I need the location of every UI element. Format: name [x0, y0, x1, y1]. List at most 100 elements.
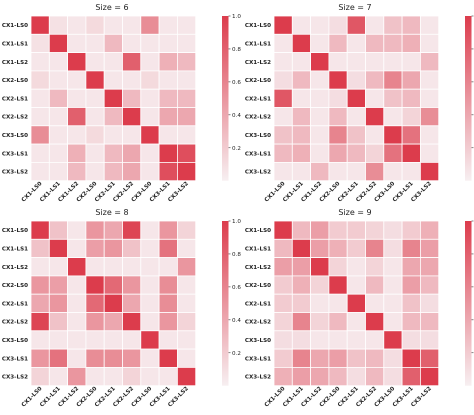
y-tick-label: CX2-LS0	[245, 78, 271, 84]
heatmap-cell	[310, 238, 330, 258]
heatmap-cell	[122, 52, 142, 72]
heatmap-cell	[401, 143, 421, 163]
heatmap-cell	[310, 161, 330, 182]
heatmap-cell	[176, 257, 197, 277]
heatmap-cell	[346, 125, 366, 145]
y-tick-label: CX2-LS1	[245, 301, 271, 307]
heatmap-cell	[48, 348, 68, 368]
heatmap-cell	[419, 161, 440, 182]
heatmap-cell	[328, 238, 348, 258]
heatmap-cell	[383, 312, 403, 332]
heatmap-cell	[365, 125, 385, 145]
heatmap-cell	[346, 312, 366, 332]
panel-size-6: Size = 6 CX1-LS0 CX1-LS1 CX1-LS2 CX2-LS0 CX2…	[2, 3, 241, 204]
y-tick-label: CX2-LS2	[245, 115, 271, 121]
panel-size-8: Size = 8 CX1-LS0 CX1-LS1 CX1-LS2 CX2-LS0 CX2…	[2, 208, 241, 409]
y-tick-labels: CX1-LS0 CX1-LS1 CX1-LS2 CX2-LS0 CX2-LS1 CX2-L…	[245, 228, 271, 380]
colorbar-tick-label: 0.4	[232, 113, 241, 119]
panel-title: Size = 7	[338, 3, 371, 12]
heatmap-cell	[85, 238, 105, 258]
heatmap-cell	[273, 33, 293, 53]
heatmap-cell	[48, 88, 68, 108]
heatmap-cell	[365, 275, 385, 295]
heatmap-cell	[85, 161, 105, 182]
heatmap-cell	[85, 330, 105, 350]
y-tick-label: CX3-LS0	[2, 133, 28, 139]
heatmap-cell	[140, 366, 160, 387]
heatmap-cell	[401, 257, 421, 277]
heatmap-cell	[85, 293, 105, 313]
heatmap-cell	[419, 88, 440, 108]
heatmap-cell	[30, 257, 50, 277]
heatmap-cell	[310, 33, 330, 53]
heatmap-cell	[383, 52, 403, 72]
y-tick-label: CX1-LS1	[245, 246, 271, 252]
heatmap-cell	[419, 293, 440, 313]
heatmap-cell	[140, 143, 160, 163]
y-tick-label: CX2-LS2	[2, 320, 28, 326]
heatmap-cell	[67, 257, 87, 277]
colorbar: 0.20.40.60.81.0	[465, 15, 474, 181]
heatmap-cell	[48, 330, 68, 350]
heatmap-cell	[140, 330, 160, 350]
heatmap-cell	[401, 15, 421, 35]
heatmap-cell	[310, 52, 330, 72]
heatmap-cell	[273, 330, 293, 350]
heatmap-cell	[140, 348, 160, 368]
heatmap-cell	[122, 15, 142, 35]
heatmap-cell	[85, 348, 105, 368]
y-tick-label: CX2-LS0	[2, 78, 28, 84]
heatmap-cell	[85, 52, 105, 72]
heatmap-cell	[140, 52, 160, 72]
heatmap-cell	[122, 125, 142, 145]
heatmap-cell	[273, 161, 293, 182]
heatmap-cell	[85, 143, 105, 163]
heatmap-cell	[401, 52, 421, 72]
heatmap-cell	[30, 143, 50, 163]
heatmap-cell	[122, 220, 142, 240]
heatmap-cell	[48, 52, 68, 72]
heatmap-cell	[383, 33, 403, 53]
colorbar: 0.20.40.60.81.0	[465, 220, 474, 386]
colorbar-tick-label: 1.0	[232, 219, 241, 225]
heatmap-cell	[383, 15, 403, 35]
y-tick-label: CX3-LS1	[2, 356, 28, 362]
heatmap-cell	[383, 125, 403, 145]
heatmap-cell	[346, 161, 366, 182]
heatmap-cell	[328, 330, 348, 350]
heatmap-cell	[365, 312, 385, 332]
colorbar-gradient	[465, 221, 472, 386]
heatmap-cell	[291, 220, 311, 240]
heatmap-cell	[103, 15, 123, 35]
heatmap-cell	[176, 238, 197, 258]
y-tick-label: CX3-LS0	[245, 338, 271, 344]
heatmap-cell	[328, 293, 348, 313]
heatmap-cell	[401, 348, 421, 368]
heatmap-cell	[310, 348, 330, 368]
heatmap-cell	[419, 330, 440, 350]
heatmap-cell	[176, 143, 197, 163]
heatmap-cell	[346, 33, 366, 53]
heatmap-cell	[291, 107, 311, 127]
heatmap-cell	[158, 161, 178, 182]
heatmap-cells	[30, 220, 197, 387]
heatmap-cell	[273, 238, 293, 258]
heatmap-cell	[291, 52, 311, 72]
heatmap-cell	[419, 70, 440, 90]
y-tick-label: CX3-LS0	[245, 133, 271, 139]
heatmap-cell	[273, 52, 293, 72]
heatmap-cell	[85, 70, 105, 90]
heatmap-cell	[85, 257, 105, 277]
heatmap-cell	[30, 125, 50, 145]
heatmap-cell	[273, 70, 293, 90]
heatmap-cell	[103, 257, 123, 277]
heatmap-cell	[310, 366, 330, 387]
heatmap-cell	[310, 275, 330, 295]
heatmap-cell	[291, 33, 311, 53]
y-tick-label: CX1-LS0	[2, 23, 28, 29]
heatmap-cell	[48, 220, 68, 240]
heatmap-cell	[310, 15, 330, 35]
y-tick-labels: CX1-LS0 CX1-LS1 CX1-LS2 CX2-LS0 CX2-LS1 CX2-L…	[2, 228, 28, 380]
heatmap-cell	[103, 366, 123, 387]
y-tick-label: CX1-LS0	[245, 23, 271, 29]
